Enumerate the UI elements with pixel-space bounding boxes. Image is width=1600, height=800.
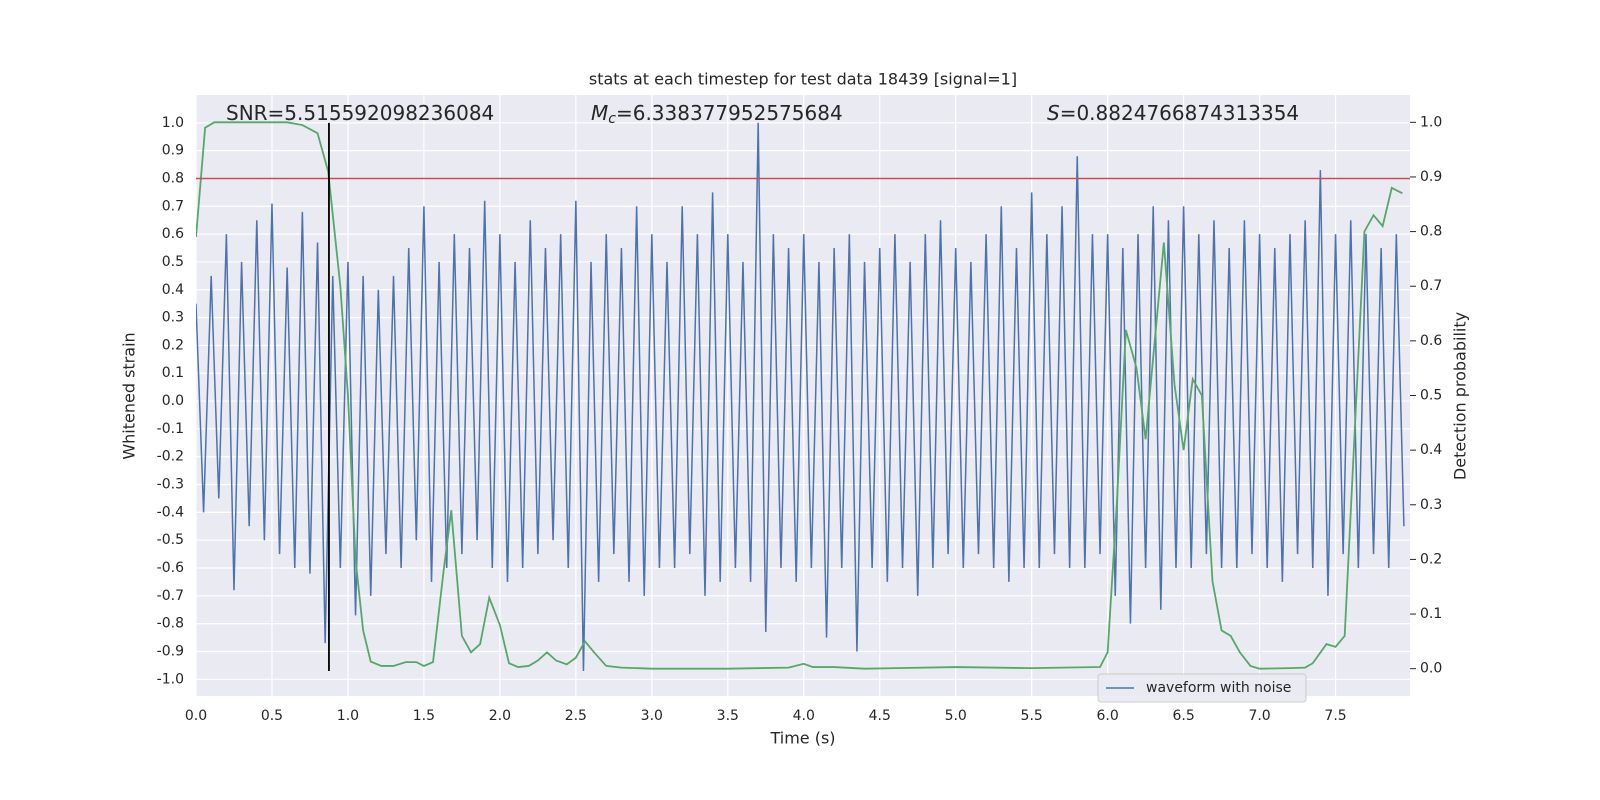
y-tick-label: -0.6 <box>157 560 184 576</box>
y2-tick-label: 0.0 <box>1420 661 1442 677</box>
series-line <box>196 122 1405 671</box>
x-tick-label: 5.5 <box>1021 708 1043 724</box>
annotation-part: =6.338377952575684 <box>616 101 843 125</box>
x-tick-label: 7.5 <box>1324 708 1346 724</box>
x-tick-label: 0.5 <box>261 708 283 724</box>
x-tick-label: 7.0 <box>1248 708 1270 724</box>
y2-tick-label: 0.2 <box>1420 551 1442 567</box>
x-tick-label: 2.5 <box>565 708 587 724</box>
annotation-part: M <box>591 101 608 125</box>
y-tick-label: 1.0 <box>162 115 184 131</box>
y-tick-label: -0.7 <box>157 588 184 604</box>
legend-box <box>1097 673 1307 703</box>
x-tick-label: 1.0 <box>337 708 359 724</box>
chart-title: stats at each timestep for test data 184… <box>589 70 1017 89</box>
x-axis-label: Time (s) <box>769 729 835 748</box>
y-tick-label: 0.9 <box>162 143 184 159</box>
x-tick-label: 3.5 <box>717 708 739 724</box>
y-tick-label: 0.0 <box>162 393 184 409</box>
y2-tick-label: 0.1 <box>1420 606 1442 622</box>
y2-tick-label: 0.8 <box>1420 224 1442 240</box>
y-tick-label: 0.1 <box>162 365 184 381</box>
y-axis-label: Whitened strain <box>120 332 139 459</box>
annotation-part: SNR=5.515592098236084 <box>226 101 494 125</box>
x-tick-label: 6.5 <box>1172 708 1194 724</box>
y2-tick-label: 1.0 <box>1420 114 1442 130</box>
y2-tick-label: 0.3 <box>1420 497 1442 513</box>
y2-tick-label: 0.6 <box>1420 333 1442 349</box>
annotation-part: =0.8824766874313354 <box>1060 101 1299 125</box>
x-tick-label: 4.5 <box>869 708 891 724</box>
y2-tick-label: 0.9 <box>1420 169 1442 185</box>
x-tick-label: 4.0 <box>793 708 815 724</box>
y-tick-label: 0.5 <box>162 254 184 270</box>
y-tick-label: -1.0 <box>157 671 184 687</box>
x-tick-label: 2.0 <box>489 708 511 724</box>
y-tick-label: -0.2 <box>157 449 184 465</box>
y-tick-label: -0.8 <box>157 616 184 632</box>
series-line <box>196 121 1403 670</box>
y2-axis-label: Detection probability <box>1451 312 1470 480</box>
x-tick-label: 5.0 <box>945 708 967 724</box>
y-tick-label: -0.5 <box>157 532 184 548</box>
annotation: Mc=6.338377952575684 <box>591 101 843 128</box>
y-tick-label: 0.3 <box>162 310 184 326</box>
y2-tick-label: 0.7 <box>1420 278 1442 294</box>
y-tick-label: -0.9 <box>157 643 184 659</box>
y-tick-label: 0.2 <box>162 337 184 353</box>
x-tick-label: 3.0 <box>641 708 663 724</box>
y-tick-label: 0.6 <box>162 226 184 242</box>
plot-area <box>196 95 1410 696</box>
annotation: S=0.8824766874313354 <box>1047 101 1299 125</box>
y-tick-label: -0.4 <box>157 504 184 520</box>
x-tick-label: 1.5 <box>413 708 435 724</box>
x-tick-label: 0.0 <box>185 708 207 724</box>
annotation-part: c <box>608 111 616 127</box>
y-tick-label: 0.8 <box>162 170 184 186</box>
x-tick-label: 6.0 <box>1097 708 1119 724</box>
annotation: SNR=5.515592098236084 <box>226 101 494 125</box>
y-tick-label: 0.4 <box>162 282 184 298</box>
y-tick-label: 0.7 <box>162 198 184 214</box>
legend-label: waveform with noise <box>1146 680 1291 696</box>
y-tick-label: -0.1 <box>157 421 184 437</box>
y2-tick-label: 0.5 <box>1420 388 1442 404</box>
y-tick-label: -0.3 <box>157 477 184 493</box>
y2-tick-label: 0.4 <box>1420 442 1442 458</box>
annotation-part: S <box>1047 101 1060 125</box>
